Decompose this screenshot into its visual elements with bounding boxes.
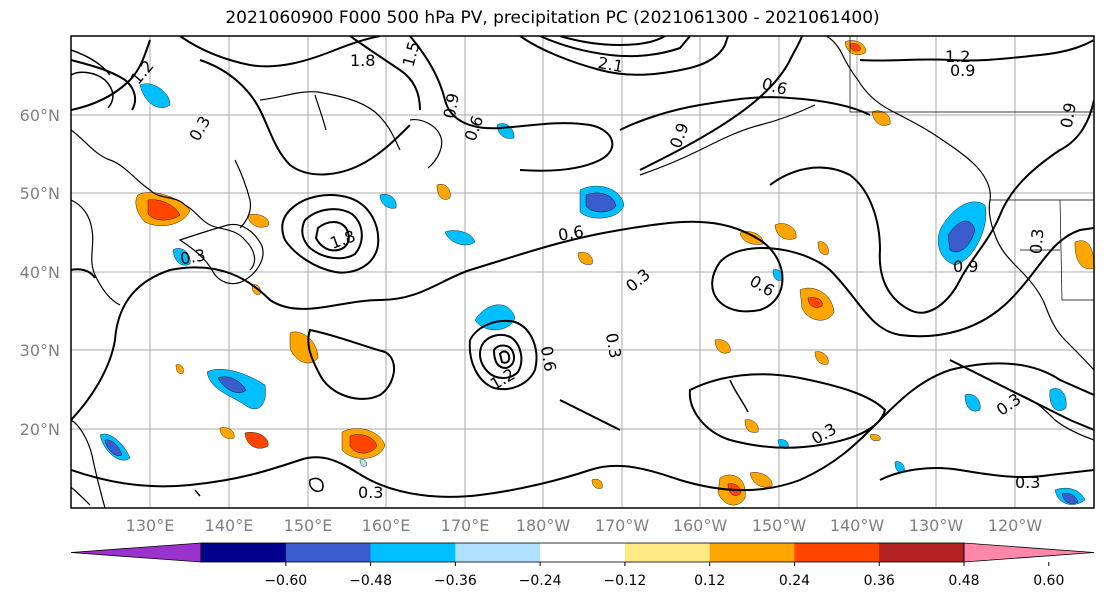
contour-label: 0.3 [1015, 473, 1040, 492]
contour-label: 0.6 [537, 345, 560, 373]
colorbar-segment [540, 543, 626, 562]
colorbar-segment [624, 543, 711, 562]
colorbar-segment [201, 543, 287, 562]
lon-label: 130°W [909, 516, 964, 535]
contour-label: 0.3 [1026, 228, 1047, 255]
contour-label: 1.8 [350, 51, 375, 70]
colorbar-tick-label: −0.36 [434, 573, 477, 589]
precip-shading [99, 40, 1094, 506]
contour-label: 0.9 [953, 257, 978, 276]
colorbar-extension-high [963, 542, 1095, 563]
lat-label: 20°N [20, 420, 60, 439]
latitude-labels: 60°N 50°N 40°N 30°N 20°N [20, 106, 60, 439]
lon-label: 150°E [284, 516, 333, 535]
lat-label: 60°N [20, 106, 60, 125]
lon-label: 140°E [205, 516, 254, 535]
lat-label: 50°N [20, 184, 60, 203]
colorbar-tick-label: 0.36 [864, 573, 895, 589]
lon-label: 150°W [752, 516, 807, 535]
colorbar-tick-label: −0.12 [603, 573, 646, 589]
colorbar-frame [200, 542, 965, 563]
longitude-labels: 130°E 140°E 150°E 160°E 170°E 180°W 170°… [126, 516, 1043, 535]
colorbar-segment [794, 543, 880, 562]
colorbar-tick-label: −0.24 [519, 573, 562, 589]
colorbar-tick-label: 0.12 [694, 573, 725, 589]
contour-label: 0.3 [602, 331, 625, 359]
contour-label: 0.3 [179, 245, 207, 268]
lon-label: 160°W [673, 516, 728, 535]
pv-contours-thin [71, 49, 749, 497]
lon-label: 170°W [595, 516, 650, 535]
colorbar-tick-label: −0.48 [349, 573, 392, 589]
lat-label: 30°N [20, 341, 60, 360]
contour-label: 1.2 [945, 47, 970, 66]
lat-label: 40°N [20, 263, 60, 282]
colorbar-tick-label: 0.48 [948, 573, 979, 589]
contour-label: 0.9 [950, 61, 975, 80]
colorbar: −0.60 −0.48 −0.36 −0.24 −0.12 0.12 0.24 0.36 0.4… [70, 542, 1095, 589]
colorbar-tick-label: 0.60 [1033, 573, 1064, 589]
lon-label: 120°W [988, 516, 1043, 535]
lon-label: 140°W [830, 516, 885, 535]
colorbar-tick-label: −0.60 [264, 573, 307, 589]
contour-label: 0.6 [557, 222, 585, 245]
lon-label: 160°E [362, 516, 411, 535]
lon-label: 130°E [126, 516, 175, 535]
colorbar-tick-label: 0.24 [779, 573, 810, 589]
contour-label: 2.1 [596, 53, 624, 76]
colorbar-segment [455, 543, 541, 562]
contour-label: 0.9 [1057, 101, 1080, 129]
colorbar-extension-low [70, 542, 202, 563]
lon-label: 180°W [516, 516, 571, 535]
colorbar-segment [370, 543, 456, 562]
lon-label: 170°E [441, 516, 490, 535]
coastlines [71, 36, 1094, 508]
contour-label: 0.9 [440, 92, 463, 120]
colorbar-segment [709, 543, 795, 562]
map-title: 2021060900 F000 500 hPa PV, precipitatio… [225, 8, 880, 28]
map-frame [70, 35, 1095, 509]
colorbar-segment [285, 543, 372, 562]
colorbar-segment [879, 543, 965, 562]
contour-label: 0.3 [358, 483, 383, 502]
pv-contours [71, 36, 1094, 498]
